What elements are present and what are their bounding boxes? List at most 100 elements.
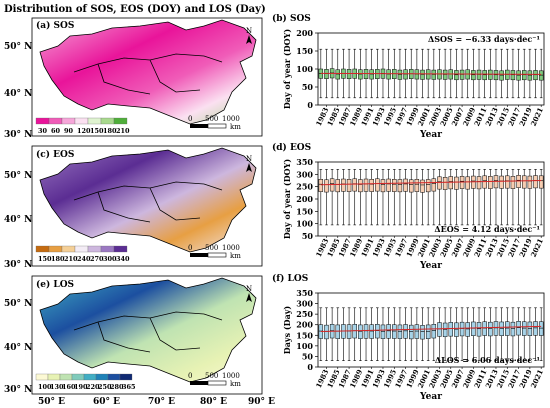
y-tick-label: 100	[296, 219, 313, 229]
box-2004	[442, 177, 448, 190]
box-2003	[437, 176, 442, 190]
lon-label-60: 60° E	[93, 397, 120, 407]
map-panel-eos: (c) EOS N 150 180 210 240 270 300 340 0 500 10…	[31, 145, 263, 267]
figure-title: Distribution of SOS, EOS (DOY) and LOS (…	[4, 4, 266, 15]
legend-label: 180	[103, 127, 117, 135]
legend-label: 300	[103, 255, 117, 263]
box-2016	[510, 321, 516, 337]
box-2007	[459, 321, 465, 337]
box-1994	[386, 178, 391, 192]
box-2002	[431, 69, 437, 80]
box-1985	[335, 324, 341, 339]
box-2003	[437, 322, 442, 337]
north-arrow-a: N	[246, 27, 252, 44]
legend-swatch	[74, 117, 89, 125]
box-1996	[397, 179, 403, 193]
lon-label-50: 50° E	[38, 397, 65, 407]
box-2007	[459, 69, 465, 80]
box-2009	[471, 321, 476, 336]
legend-label: 150	[90, 127, 104, 135]
legend-swatch	[119, 373, 133, 381]
north-arrow-e: N	[246, 285, 252, 302]
box-2010	[476, 322, 482, 337]
legend-label: 190	[74, 383, 88, 391]
legend-swatch	[35, 373, 49, 381]
box-2017	[516, 321, 521, 336]
trend-annotation: ΔEOS = 4.12 days·dec⁻¹	[434, 224, 540, 234]
box-2009	[471, 70, 476, 81]
legend-label: 120	[77, 127, 91, 135]
box-2021	[538, 321, 544, 336]
y-tick-label: 200	[296, 194, 313, 204]
box-1991	[369, 69, 374, 80]
box-1999	[414, 179, 420, 192]
box-1998	[408, 179, 414, 193]
lat-label-40-e: 40° N	[4, 343, 32, 353]
scale-unit-a: km	[230, 123, 241, 131]
legend-swatch	[59, 373, 73, 381]
box-2008	[465, 176, 470, 190]
legend-label: 160	[62, 383, 76, 391]
legend-label: 30	[38, 127, 48, 135]
y-tick-label: 350	[296, 157, 313, 167]
y-tick-label: 150	[296, 330, 313, 340]
box-2000	[420, 325, 425, 340]
scale-label-0-c: 0	[188, 244, 192, 252]
box-1992	[375, 324, 380, 339]
box-2019	[527, 175, 533, 189]
y-tick-label: 100	[296, 64, 313, 74]
box-1993	[380, 324, 386, 339]
legend-label: 130	[50, 383, 64, 391]
north-arrow-c: N	[246, 155, 252, 172]
panel-label: (f) LOS	[272, 273, 308, 284]
lat-label-50-c: 50° N	[4, 171, 32, 181]
box-2019	[527, 321, 533, 336]
legend-swatch	[95, 373, 109, 381]
map-border-line	[73, 53, 223, 95]
box-1993	[380, 179, 386, 193]
legend-label: 220	[86, 383, 100, 391]
lon-label-70: 70° E	[148, 397, 175, 407]
legend-label: 180	[51, 255, 65, 263]
north-label-e: N	[246, 285, 252, 293]
box-2001	[425, 179, 431, 193]
box-2013	[493, 321, 499, 336]
y-axis-label: Day of year (DOY)	[282, 159, 292, 239]
legend-label: 365	[122, 383, 136, 391]
lon-label-80: 80° E	[200, 397, 227, 407]
panel-label: (b) SOS	[272, 13, 311, 24]
box-1989	[358, 324, 363, 339]
legend-swatch	[113, 117, 128, 125]
box-2012	[488, 321, 493, 337]
box-2016	[510, 70, 516, 81]
scale-label-0-a: 0	[188, 115, 192, 123]
y-tick-label: 350	[296, 288, 313, 298]
box-2020	[533, 175, 538, 189]
legend-label: 270	[90, 255, 104, 263]
box-2016	[510, 176, 516, 189]
y-tick-label: 50	[302, 82, 314, 92]
box-2011	[482, 70, 487, 81]
y-tick-label: 150	[296, 206, 313, 216]
x-axis-label: Year	[419, 392, 442, 402]
box-2000	[420, 179, 425, 193]
legend-swatch	[87, 117, 102, 125]
legend-swatch	[83, 373, 97, 381]
box-2014	[499, 175, 504, 189]
box-1983	[324, 69, 329, 79]
box-2015	[505, 175, 510, 189]
scale-unit-e: km	[230, 380, 241, 388]
box-2012	[488, 69, 493, 80]
legend-label: 340	[116, 255, 130, 263]
trend-line	[320, 72, 542, 75]
box-2017	[516, 175, 521, 188]
box-1996	[397, 69, 403, 80]
lat-label-50-e: 50° N	[4, 299, 32, 309]
box-1985	[335, 179, 341, 193]
legend-label: 60	[51, 127, 61, 135]
map-legend-sos: 30 60 90 120 150 180 210	[35, 117, 130, 135]
panel-label: (d) EOS	[272, 142, 311, 153]
scale-label-1000-e: 1000	[222, 372, 240, 380]
box-2021	[538, 70, 544, 81]
